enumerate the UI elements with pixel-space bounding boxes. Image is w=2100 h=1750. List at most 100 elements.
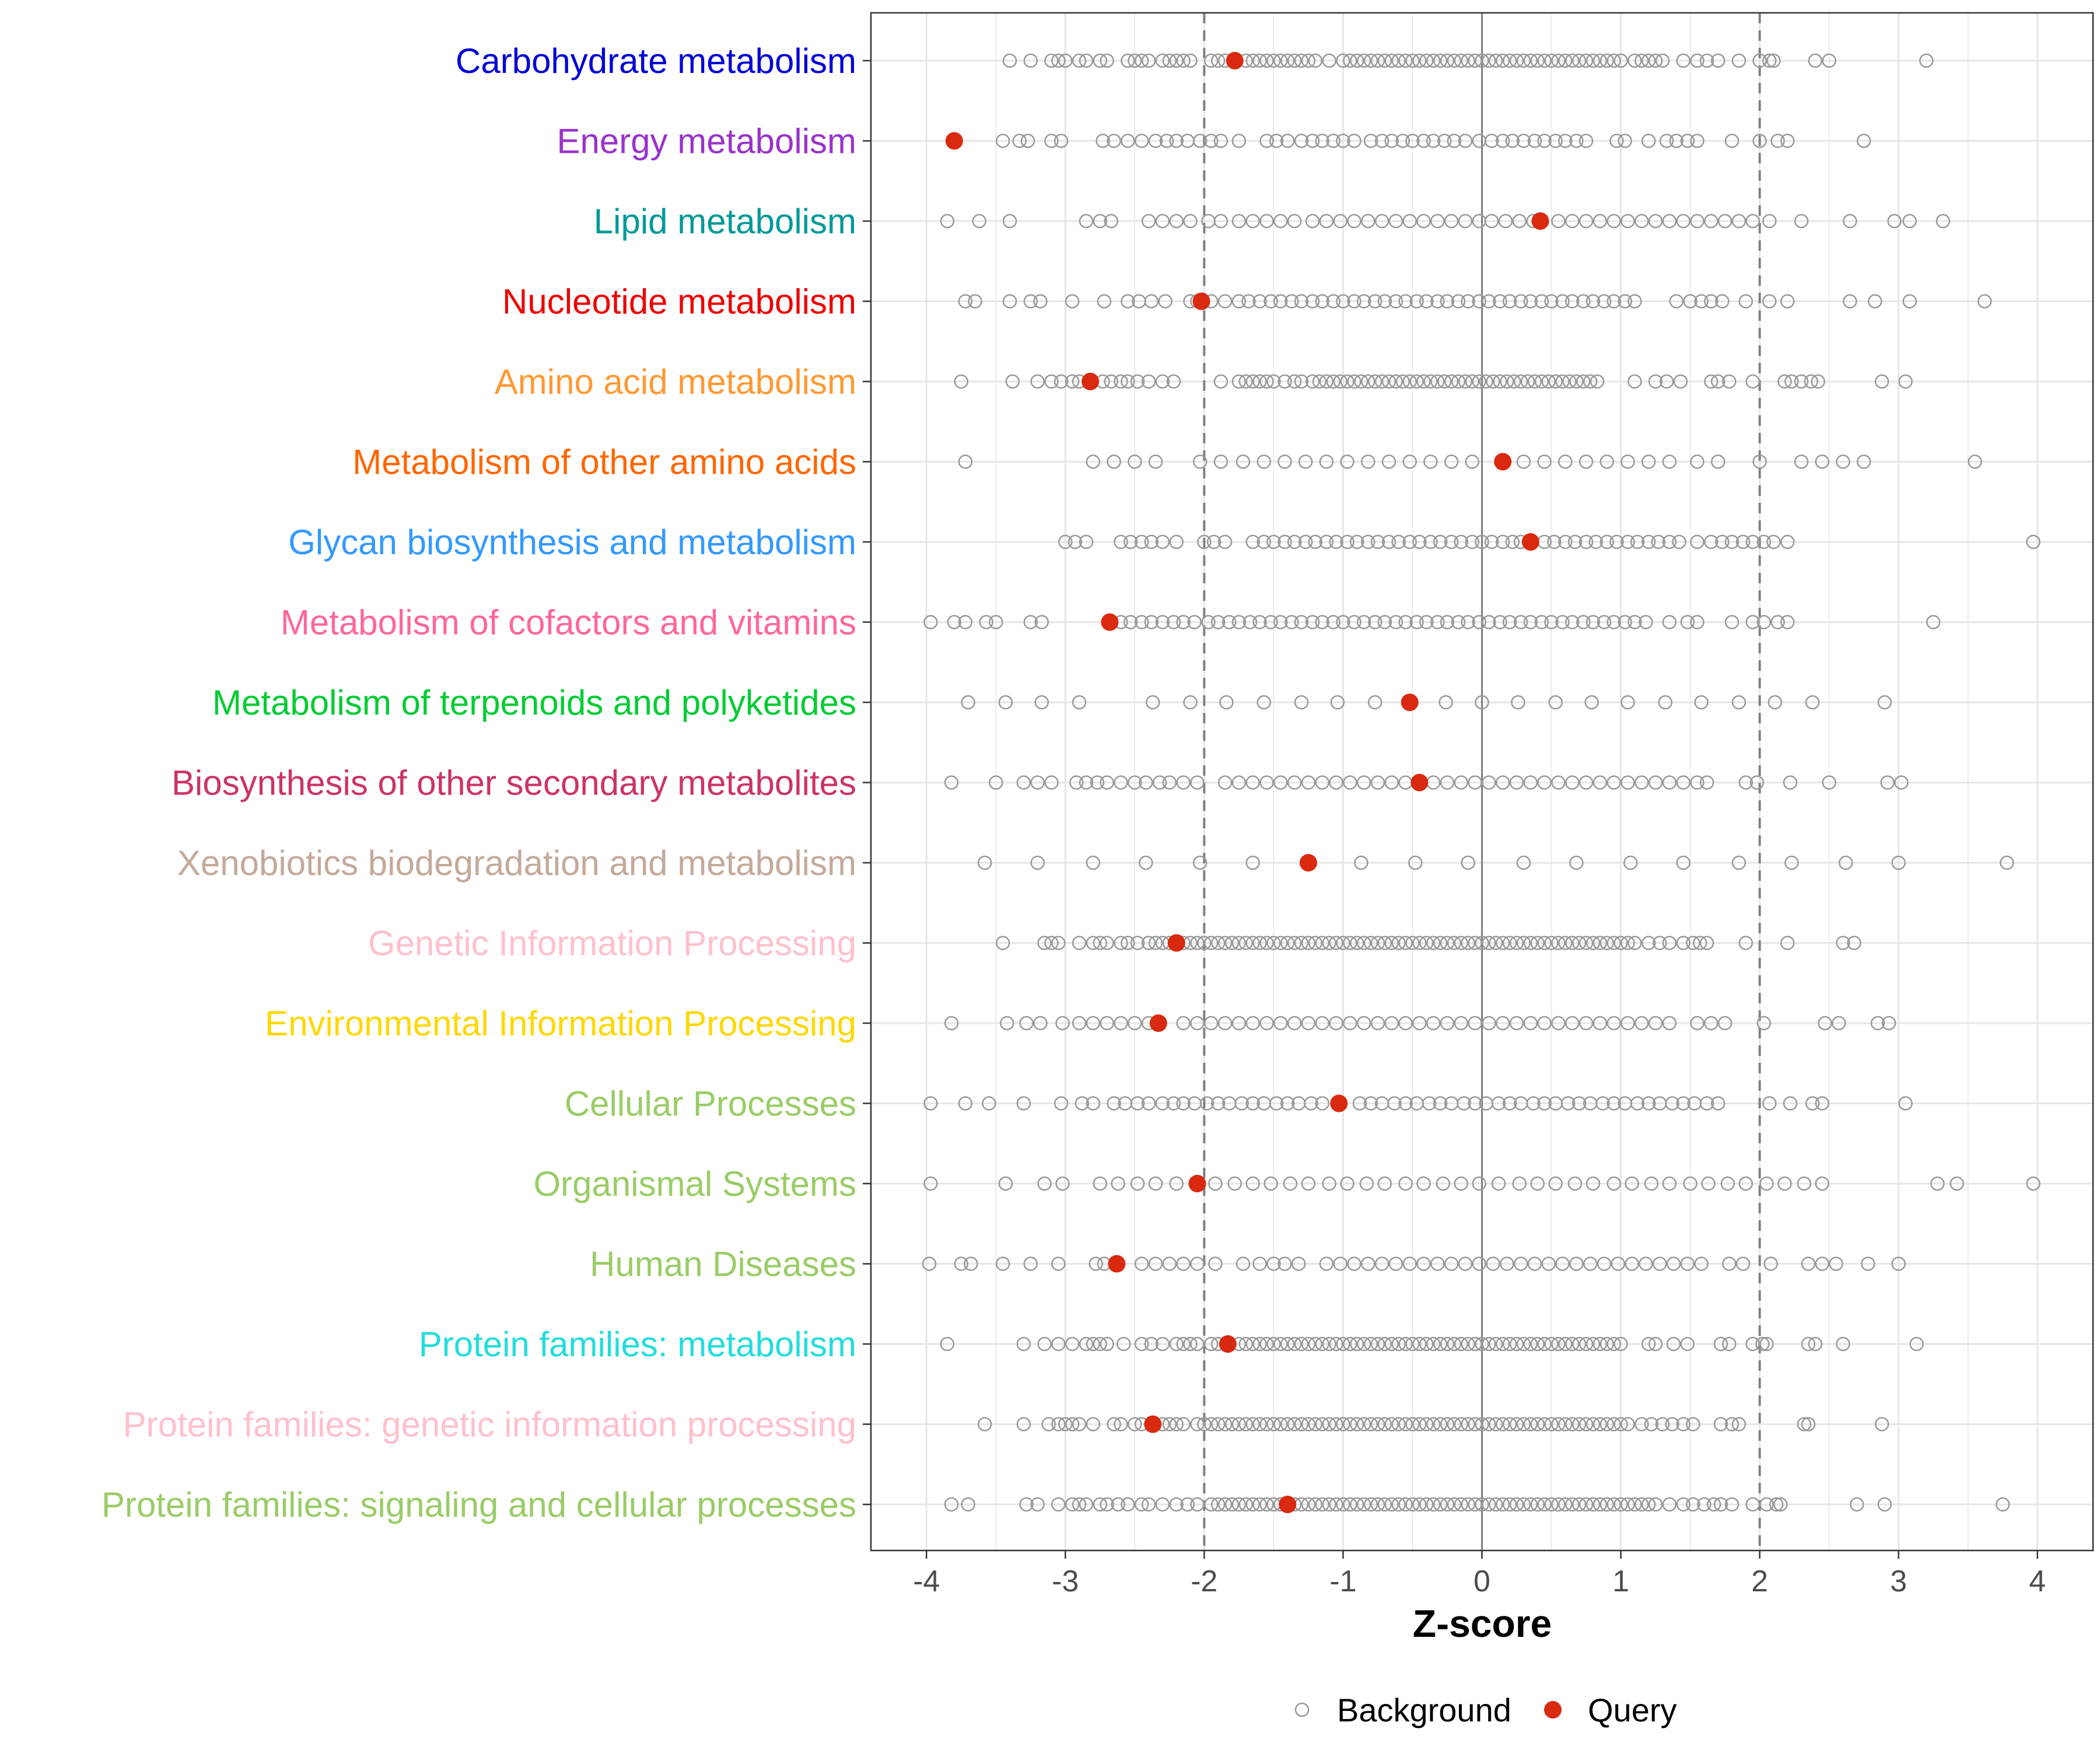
background-point xyxy=(1717,1016,1732,1031)
background-point xyxy=(1121,374,1135,389)
background-point xyxy=(1676,53,1690,68)
background-point xyxy=(1697,1497,1712,1512)
background-point xyxy=(1162,1256,1177,1271)
background-point xyxy=(1356,775,1371,790)
background-point xyxy=(1217,1497,1233,1512)
background-point xyxy=(1614,1497,1628,1512)
background-point xyxy=(1072,1417,1087,1432)
background-point xyxy=(1558,53,1573,68)
background-point xyxy=(1482,1497,1496,1512)
background-point xyxy=(1114,1016,1128,1031)
background-point xyxy=(1489,1497,1503,1512)
background-point xyxy=(1447,53,1462,68)
background-point xyxy=(1224,1417,1240,1432)
background-point xyxy=(1217,936,1233,950)
background-point xyxy=(1548,134,1563,148)
background-point xyxy=(1384,775,1399,790)
background-point xyxy=(998,1176,1013,1191)
background-point xyxy=(1578,1417,1594,1432)
background-point xyxy=(1544,615,1559,629)
background-point xyxy=(1409,294,1424,309)
background-point xyxy=(1451,374,1466,389)
background-point xyxy=(1867,294,1882,309)
background-point xyxy=(923,1176,938,1191)
background-point xyxy=(1329,936,1343,950)
background-point xyxy=(1343,1016,1357,1031)
background-point xyxy=(1738,775,1754,790)
background-point xyxy=(1444,454,1459,469)
background-point xyxy=(1086,936,1101,950)
background-point xyxy=(1398,1176,1413,1191)
background-point xyxy=(1264,1176,1278,1191)
background-point xyxy=(1349,534,1364,550)
background-point xyxy=(1600,1417,1615,1432)
background-point xyxy=(1551,53,1566,68)
background-point xyxy=(1336,1417,1350,1432)
background-point xyxy=(1699,936,1714,950)
background-point xyxy=(1079,1497,1094,1512)
background-point xyxy=(1468,1336,1482,1352)
background-point xyxy=(1482,775,1496,790)
background-point xyxy=(1377,1497,1392,1512)
background-point xyxy=(1308,1336,1323,1352)
background-point xyxy=(1377,53,1392,68)
background-point xyxy=(1273,615,1288,629)
background-point xyxy=(944,775,959,790)
background-point xyxy=(1648,775,1663,790)
background-point xyxy=(1130,936,1145,950)
background-point xyxy=(1409,615,1424,629)
background-point xyxy=(1606,1016,1621,1031)
background-point xyxy=(998,695,1013,710)
background-point xyxy=(1548,1176,1563,1191)
background-point xyxy=(1551,1417,1566,1432)
background-point xyxy=(1576,294,1591,309)
background-point xyxy=(1231,134,1247,148)
background-point xyxy=(1620,1016,1635,1031)
background-point xyxy=(1349,1336,1364,1352)
background-point xyxy=(1690,534,1704,550)
background-point xyxy=(1564,1497,1580,1512)
background-point xyxy=(1419,294,1434,309)
background-point xyxy=(1620,936,1635,950)
background-point xyxy=(1544,1336,1559,1352)
background-point xyxy=(1030,855,1045,870)
background-point xyxy=(1072,695,1087,710)
background-point xyxy=(1623,855,1638,870)
background-point xyxy=(1436,1176,1451,1191)
background-point xyxy=(1329,534,1343,550)
category-label: Protein families: signaling and cellular… xyxy=(102,1485,856,1524)
background-point xyxy=(1370,534,1385,550)
background-point xyxy=(1079,1336,1094,1352)
background-point xyxy=(1266,936,1281,950)
background-point xyxy=(1454,1016,1469,1031)
background-point xyxy=(1301,1016,1316,1031)
background-point xyxy=(1777,374,1792,389)
background-point xyxy=(1141,936,1156,950)
background-point xyxy=(977,1417,992,1432)
background-point xyxy=(1752,53,1767,68)
background-point xyxy=(1479,374,1493,389)
background-point xyxy=(1523,1016,1538,1031)
background-point xyxy=(1252,53,1267,68)
background-point xyxy=(1405,53,1420,68)
background-point xyxy=(1002,294,1017,309)
background-point xyxy=(1245,1096,1260,1111)
background-point xyxy=(1495,936,1510,950)
background-point xyxy=(1301,53,1316,68)
background-point xyxy=(1457,1096,1471,1111)
background-point xyxy=(1315,1016,1329,1031)
background-point xyxy=(1319,454,1334,469)
background-point xyxy=(1266,53,1281,68)
category-label: Nucleotide metabolism xyxy=(502,282,856,321)
background-point xyxy=(1217,775,1233,790)
background-point xyxy=(1430,374,1445,389)
background-point xyxy=(1583,1256,1598,1271)
background-point xyxy=(1326,294,1341,309)
category-label: Metabolism of terpenoids and polyketides xyxy=(212,683,856,722)
background-point xyxy=(1213,214,1228,229)
background-point xyxy=(1155,1336,1170,1352)
background-point xyxy=(1461,53,1475,68)
background-point xyxy=(1259,1016,1274,1031)
background-point xyxy=(1315,615,1329,629)
x-axis-ticks xyxy=(925,1550,2039,1559)
